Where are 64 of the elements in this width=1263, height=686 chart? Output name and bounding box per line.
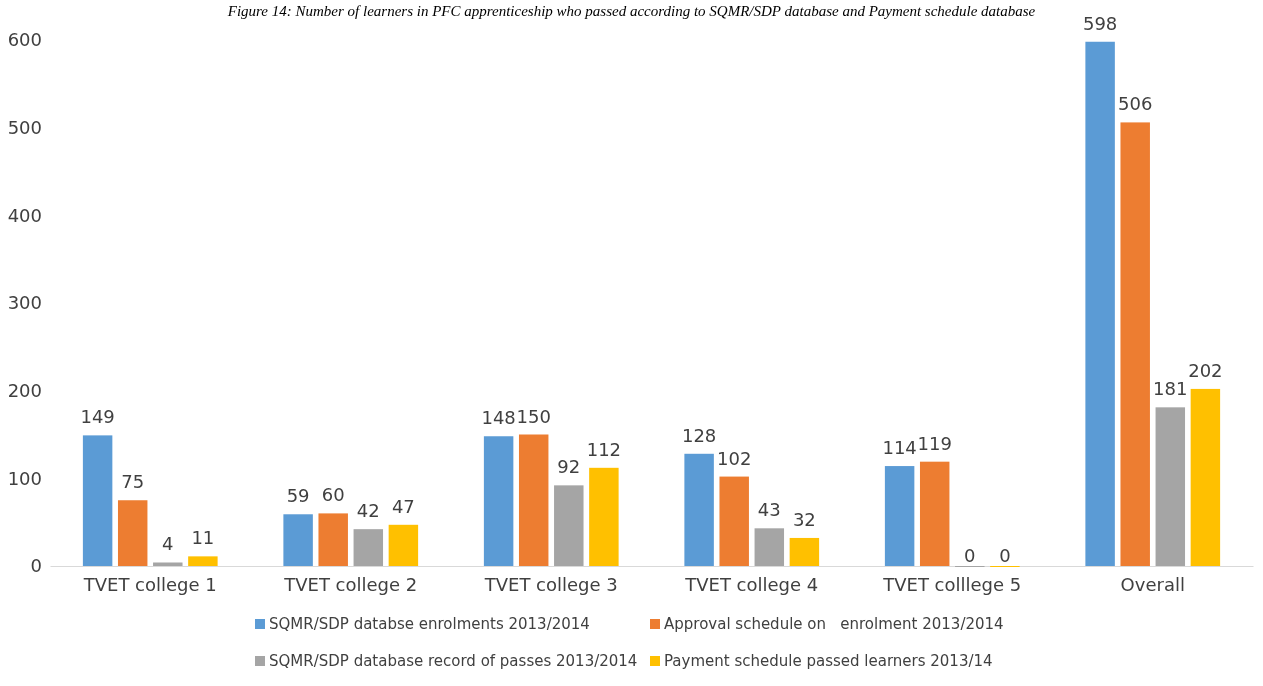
y-tick-label: 400 — [7, 204, 42, 226]
data-label: 75 — [121, 471, 145, 493]
data-label: 47 — [391, 495, 415, 517]
legend-label: SQMR/SDP database record of passes 2013/2014 — [269, 652, 638, 670]
data-label: 0 — [999, 545, 1011, 566]
bar — [388, 524, 419, 566]
chart-title: Figure 14: Number of learners in PFC apprenticeship who passed according to SQMR/SDP database and Payment schedule database — [226, 3, 1036, 19]
data-label: 102 — [717, 447, 752, 469]
x-tick-label: TVET college 1 — [82, 573, 217, 595]
bar — [1085, 41, 1115, 566]
data-label: 60 — [321, 484, 345, 506]
bar — [589, 467, 619, 566]
data-label: 506 — [1118, 93, 1153, 115]
bar — [919, 461, 950, 566]
data-label: 59 — [286, 485, 310, 507]
bar — [684, 453, 714, 566]
data-label: 119 — [917, 432, 952, 454]
data-label: 150 — [516, 405, 551, 427]
bar — [518, 434, 549, 566]
data-label: 92 — [557, 456, 581, 478]
data-label: 112 — [586, 438, 622, 460]
bar — [884, 466, 915, 566]
data-label: 598 — [1082, 12, 1118, 34]
bar — [754, 528, 785, 566]
x-tick-label: TVET colllege 5 — [882, 573, 1022, 595]
bar — [82, 435, 113, 566]
data-label: 0 — [964, 545, 976, 566]
bar — [353, 529, 384, 566]
bar — [1120, 122, 1150, 566]
bar — [283, 514, 313, 566]
data-label: 4 — [162, 533, 174, 555]
legend-label: Approval schedule on enrolment 2013/2014 — [664, 615, 1004, 633]
bar — [188, 556, 218, 566]
bar — [483, 436, 514, 566]
data-label: 32 — [792, 508, 816, 530]
bar — [719, 476, 749, 566]
y-tick-label: 300 — [7, 292, 42, 314]
data-label: 181 — [1153, 378, 1188, 400]
data-label: 202 — [1188, 359, 1223, 381]
data-label: 11 — [191, 527, 215, 549]
bar — [318, 513, 348, 566]
y-tick-label: 0 — [30, 555, 42, 577]
x-tick-label: TVET college 3 — [483, 573, 618, 595]
bar — [153, 562, 183, 566]
x-tick-label: Overall — [1120, 573, 1185, 595]
y-tick-label: 500 — [7, 116, 42, 138]
data-label: 42 — [356, 500, 380, 522]
y-tick-label: 200 — [7, 379, 42, 401]
data-label: 128 — [681, 424, 717, 446]
data-label: 149 — [80, 406, 115, 428]
data-label: 148 — [481, 407, 516, 429]
x-tick-label: TVET college 2 — [283, 573, 418, 595]
bar — [789, 537, 820, 566]
legend-label: SQMR/SDP databse enrolments 2013/2014 — [269, 615, 590, 633]
x-tick-label: TVET college 4 — [684, 573, 819, 595]
data-label: 114 — [882, 437, 917, 459]
y-tick-label: 600 — [7, 29, 42, 51]
bar — [1155, 407, 1186, 566]
bar — [1190, 388, 1221, 566]
y-tick-label: 100 — [7, 467, 42, 489]
bar — [117, 500, 148, 566]
legend-label: Payment schedule passed learners 2013/14 — [664, 652, 993, 670]
bar — [554, 485, 584, 566]
data-label: 43 — [757, 499, 781, 521]
